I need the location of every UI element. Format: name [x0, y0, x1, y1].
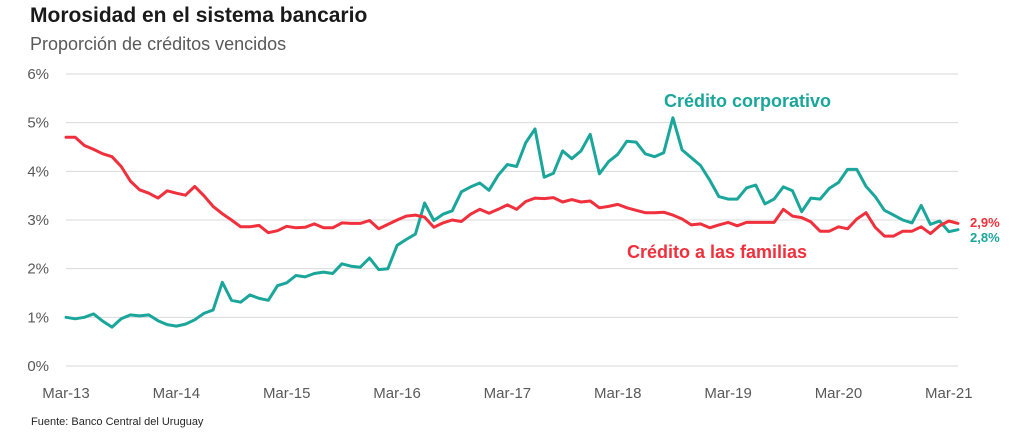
chart-title: Morosidad en el sistema bancario [30, 4, 368, 27]
series-label-corporate: Crédito corporativo [664, 91, 831, 111]
y-axis-ticks: 0% 1% 2% 3% 4% 5% 6% [27, 66, 49, 375]
y-tick-label: 1% [27, 309, 49, 326]
y-tick-label: 3% [27, 212, 49, 229]
series-line-families [64, 135, 960, 238]
x-tick-label: Mar-16 [373, 385, 421, 402]
end-value-label-families: 2,9% [970, 215, 1000, 230]
y-tick-label: 4% [27, 163, 49, 180]
x-axis-ticks: Mar-13 Mar-14 Mar-15 Mar-16 Mar-17 Mar-18 Mar-… [42, 385, 972, 402]
chart-subtitle: Proporción de créditos vencidos [30, 34, 287, 54]
series-line-corporate [64, 116, 960, 329]
x-tick-label: Mar-21 [925, 385, 973, 402]
y-tick-label: 5% [27, 115, 49, 132]
end-value-label-corporate: 2,8% [970, 230, 1000, 245]
y-tick-label: 0% [27, 358, 49, 375]
x-tick-label: Mar-19 [704, 385, 752, 402]
y-tick-label: 6% [27, 66, 49, 83]
x-tick-label: Mar-13 [42, 385, 90, 402]
series-lines [64, 116, 960, 329]
x-tick-label: Mar-20 [815, 385, 863, 402]
x-tick-label: Mar-15 [263, 385, 311, 402]
x-tick-label: Mar-18 [594, 385, 642, 402]
x-tick-label: Mar-14 [153, 385, 201, 402]
y-tick-label: 2% [27, 261, 49, 278]
source-note: Fuente: Banco Central del Uruguay [31, 416, 204, 428]
series-label-families: Crédito a las familias [627, 242, 807, 262]
x-tick-label: Mar-17 [484, 385, 532, 402]
grid-lines [66, 73, 958, 367]
